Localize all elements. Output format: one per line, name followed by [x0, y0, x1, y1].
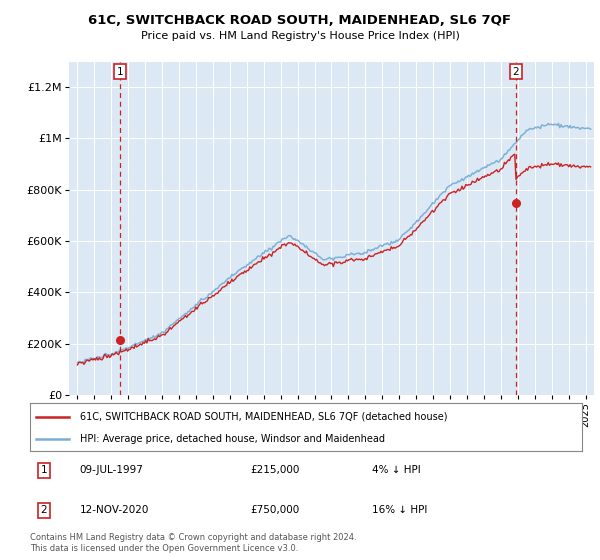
Text: £215,000: £215,000: [251, 465, 300, 475]
Text: 16% ↓ HPI: 16% ↓ HPI: [372, 505, 428, 515]
Text: 61C, SWITCHBACK ROAD SOUTH, MAIDENHEAD, SL6 7QF: 61C, SWITCHBACK ROAD SOUTH, MAIDENHEAD, …: [89, 14, 511, 27]
Text: £750,000: £750,000: [251, 505, 300, 515]
Text: Price paid vs. HM Land Registry's House Price Index (HPI): Price paid vs. HM Land Registry's House …: [140, 31, 460, 41]
Text: 2: 2: [512, 67, 519, 77]
Text: 1: 1: [40, 465, 47, 475]
Text: 4% ↓ HPI: 4% ↓ HPI: [372, 465, 421, 475]
Text: 12-NOV-2020: 12-NOV-2020: [80, 505, 149, 515]
Text: HPI: Average price, detached house, Windsor and Maidenhead: HPI: Average price, detached house, Wind…: [80, 434, 385, 444]
Text: 2: 2: [40, 505, 47, 515]
Text: 09-JUL-1997: 09-JUL-1997: [80, 465, 143, 475]
Text: Contains HM Land Registry data © Crown copyright and database right 2024.
This d: Contains HM Land Registry data © Crown c…: [30, 533, 356, 553]
Text: 1: 1: [117, 67, 124, 77]
Text: 61C, SWITCHBACK ROAD SOUTH, MAIDENHEAD, SL6 7QF (detached house): 61C, SWITCHBACK ROAD SOUTH, MAIDENHEAD, …: [80, 412, 447, 422]
